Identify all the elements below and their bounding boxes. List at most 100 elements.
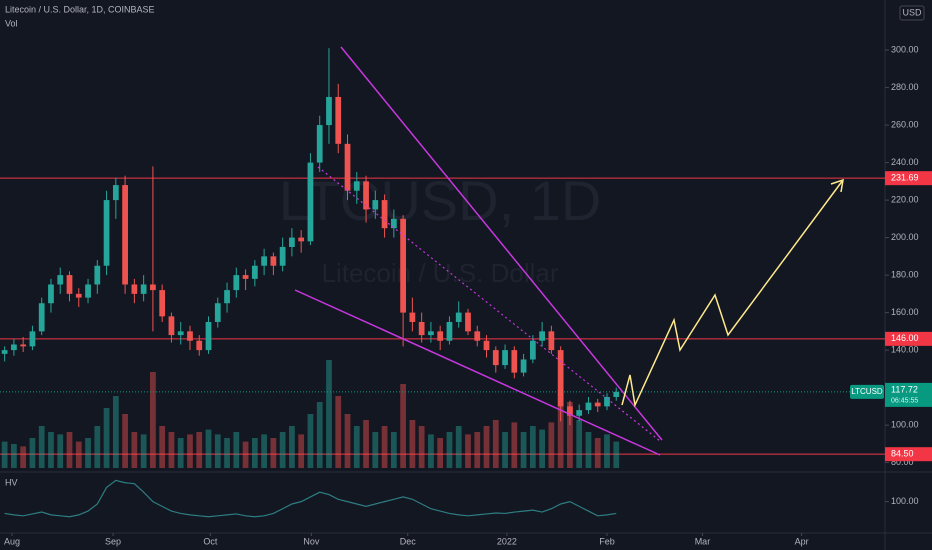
- projection-arrow: [830, 178, 844, 193]
- candle-body: [307, 162, 314, 242]
- candle-body: [548, 331, 555, 351]
- candle-body: [57, 275, 64, 285]
- volume-bar: [205, 429, 212, 468]
- candle-body: [353, 181, 360, 191]
- volume-bar: [520, 432, 527, 468]
- volume-bar: [455, 426, 462, 468]
- y-tick-label: 140.00: [891, 344, 919, 354]
- volume-bar: [196, 432, 203, 468]
- volume-bar: [585, 432, 592, 468]
- candle-body: [409, 312, 416, 322]
- candle-body: [140, 284, 147, 294]
- volume-bar: [474, 432, 481, 468]
- last-name: LTCUSD: [851, 387, 883, 396]
- y-tick-label: 300.00: [891, 44, 919, 54]
- candle-body: [177, 331, 184, 336]
- volume-bar: [372, 432, 379, 468]
- candle-body: [94, 265, 101, 285]
- candle-body: [122, 185, 128, 285]
- candle-body: [224, 290, 230, 304]
- volume-bar: [557, 390, 564, 468]
- volume-bar: [289, 426, 295, 468]
- candle-body: [613, 391, 620, 397]
- candle-body: [316, 125, 323, 163]
- candle-body: [576, 410, 583, 416]
- y-tick-label: 200.00: [891, 232, 919, 242]
- candle-body: [428, 331, 434, 336]
- volume-bar: [604, 434, 610, 468]
- wedge-upper: [340, 46, 663, 441]
- last-price-tag: [885, 382, 932, 407]
- candle-body: [85, 284, 91, 298]
- volume-bar: [38, 426, 45, 468]
- hv-tick-label: 100.00: [891, 496, 919, 506]
- volume-bar: [483, 426, 490, 468]
- level-label: 84.50: [891, 449, 914, 459]
- volume-bar: [279, 432, 286, 468]
- y-tick-label: 180.00: [891, 269, 919, 279]
- volume-bar: [214, 434, 221, 468]
- candle-body: [270, 256, 277, 266]
- vol-label: Vol: [5, 18, 18, 28]
- volume-bar: [502, 432, 508, 468]
- level-tag: [885, 171, 932, 186]
- volume-bar: [75, 441, 82, 468]
- volume-bar: [131, 432, 138, 468]
- candle-body: [446, 321, 453, 341]
- candle-body: [529, 340, 536, 360]
- hv-label: HV: [5, 477, 18, 487]
- candle-body: [539, 331, 545, 341]
- volume-bar: [298, 434, 305, 468]
- candle-body: [335, 96, 342, 144]
- candle-body: [66, 275, 73, 294]
- volume-bar: [390, 432, 397, 468]
- candle-body: [205, 321, 212, 351]
- candle-body: [196, 340, 203, 351]
- volume-bar: [270, 438, 277, 468]
- volume-bar: [94, 426, 101, 468]
- candle-body: [48, 284, 54, 304]
- projection: [621, 179, 844, 408]
- volume-bar: [511, 422, 518, 468]
- volume-bar: [242, 441, 249, 468]
- y-tick-label: 260.00: [891, 119, 919, 129]
- candle-body: [390, 218, 397, 229]
- candle-body: [168, 316, 175, 336]
- candle-body: [502, 350, 508, 366]
- x-tick-label: Aug: [4, 536, 20, 546]
- candle-body: [159, 290, 166, 317]
- candle-body: [29, 331, 36, 347]
- currency[interactable]: USD: [902, 7, 922, 17]
- volume-bar: [29, 438, 36, 468]
- volume-bar: [326, 360, 332, 468]
- candle-body: [279, 246, 286, 266]
- x-tick-label: Mar: [695, 536, 711, 546]
- candle-body: [131, 284, 138, 294]
- candle-body: [326, 96, 332, 126]
- y-tick-label: 100.00: [891, 419, 919, 429]
- volume-bar: [418, 426, 425, 468]
- volume-bar: [567, 402, 573, 468]
- currency-box[interactable]: [899, 5, 925, 21]
- volume-bar: [224, 438, 230, 468]
- candle-body: [1, 350, 8, 354]
- volume-bar: [103, 408, 110, 468]
- volume-bar: [307, 414, 314, 468]
- candle-body: [511, 350, 518, 373]
- candle-body: [567, 406, 573, 416]
- volume-bar: [465, 434, 471, 468]
- candle-body: [103, 200, 110, 266]
- volume-bar: [85, 438, 91, 468]
- candle-body: [557, 350, 564, 407]
- candle-body: [372, 200, 379, 210]
- candle-body: [465, 312, 471, 332]
- candle-body: [418, 321, 425, 336]
- candle-body: [261, 256, 267, 266]
- volume-bar: [335, 396, 342, 468]
- candle-body: [298, 237, 305, 242]
- volume-bar: [381, 426, 388, 468]
- volume-bar: [437, 438, 444, 468]
- candle-body: [289, 237, 295, 247]
